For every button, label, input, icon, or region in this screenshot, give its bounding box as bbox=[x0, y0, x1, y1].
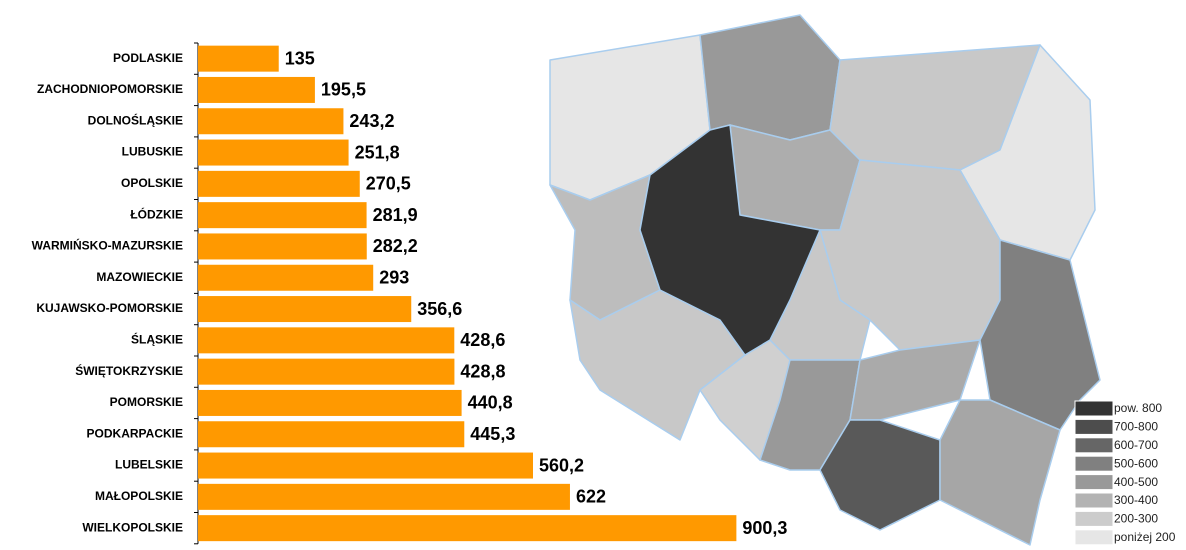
legend-label: 300-400 bbox=[1114, 493, 1158, 507]
bar bbox=[198, 452, 533, 479]
bar bbox=[198, 76, 315, 103]
category-label: LUBELSKIE bbox=[115, 458, 183, 472]
category-label: PODLASKIE bbox=[113, 51, 183, 65]
legend-swatch bbox=[1074, 455, 1114, 472]
data-label: 356,6 bbox=[417, 299, 462, 319]
data-label: 281,9 bbox=[373, 205, 418, 225]
legend-label: 600-700 bbox=[1114, 438, 1158, 452]
data-label: 560,2 bbox=[539, 455, 584, 475]
data-label: 428,8 bbox=[460, 361, 505, 381]
bar bbox=[198, 389, 462, 416]
category-label: ŁÓDZKIE bbox=[130, 206, 183, 221]
category-label: PODKARPACKIE bbox=[87, 426, 183, 440]
bar bbox=[198, 170, 360, 197]
category-label: WARMIŃSKO-MAZURSKIE bbox=[32, 238, 183, 253]
legend-label: 700-800 bbox=[1114, 420, 1158, 434]
legend-swatch bbox=[1074, 529, 1114, 546]
bar bbox=[198, 45, 279, 72]
bar bbox=[198, 264, 374, 291]
map-region bbox=[639, 124, 821, 356]
legend-label: pow. 800 bbox=[1114, 401, 1162, 415]
bar bbox=[198, 233, 367, 260]
category-label: ZACHODNIOPOMORSKIE bbox=[37, 82, 183, 96]
category-label: LUBUSKIE bbox=[122, 145, 183, 159]
legend-label: 500-600 bbox=[1114, 456, 1158, 470]
category-label: DOLNOŚLĄSKIE bbox=[88, 112, 183, 127]
bar bbox=[198, 202, 367, 229]
legend-swatch bbox=[1074, 492, 1114, 509]
legend-label: 400-500 bbox=[1114, 475, 1158, 489]
bar bbox=[198, 483, 570, 510]
category-label: KUJAWSKO-POMORSKIE bbox=[36, 301, 183, 315]
map-region bbox=[979, 239, 1101, 431]
bar bbox=[198, 358, 455, 385]
legend-label: 200-300 bbox=[1114, 512, 1158, 526]
data-label: 195,5 bbox=[321, 80, 366, 100]
category-label: ŚWIĘTOKRZYSKIE bbox=[75, 363, 183, 378]
bar bbox=[198, 421, 465, 448]
legend-swatch bbox=[1074, 437, 1114, 454]
category-label: OPOLSKIE bbox=[121, 176, 183, 190]
bar bbox=[198, 515, 737, 542]
bar bbox=[198, 327, 455, 354]
data-label: 428,6 bbox=[460, 330, 505, 350]
category-label: ŚLĄSKIE bbox=[131, 332, 183, 347]
legend-swatch bbox=[1074, 510, 1114, 527]
data-label: 251,8 bbox=[355, 142, 400, 162]
map bbox=[549, 14, 1101, 546]
data-label: 445,3 bbox=[470, 424, 515, 444]
legend-swatch bbox=[1074, 418, 1114, 435]
category-label: POMORSKIE bbox=[110, 395, 183, 409]
data-label: 293 bbox=[379, 268, 409, 288]
bar bbox=[198, 296, 412, 323]
map-region bbox=[729, 124, 861, 231]
data-label: 243,2 bbox=[349, 111, 394, 131]
data-label: 622 bbox=[576, 487, 606, 507]
bar bbox=[198, 139, 349, 166]
legend-swatch bbox=[1074, 474, 1114, 491]
data-label: 282,2 bbox=[373, 236, 418, 256]
map-region bbox=[819, 419, 941, 531]
category-label: MAZOWIECKIE bbox=[96, 270, 183, 284]
map-region bbox=[939, 399, 1061, 546]
data-label: 135 bbox=[285, 48, 315, 68]
data-label: 900,3 bbox=[742, 518, 787, 538]
bar bbox=[198, 108, 344, 135]
data-label: 440,8 bbox=[468, 393, 513, 413]
category-label: MAŁOPOLSKIE bbox=[95, 489, 183, 503]
data-label: 270,5 bbox=[366, 174, 411, 194]
map-region bbox=[699, 14, 841, 141]
category-label: WIELKOPOLSKIE bbox=[82, 520, 183, 534]
legend-swatch bbox=[1074, 400, 1114, 417]
legend-label: poniżej 200 bbox=[1114, 530, 1176, 544]
